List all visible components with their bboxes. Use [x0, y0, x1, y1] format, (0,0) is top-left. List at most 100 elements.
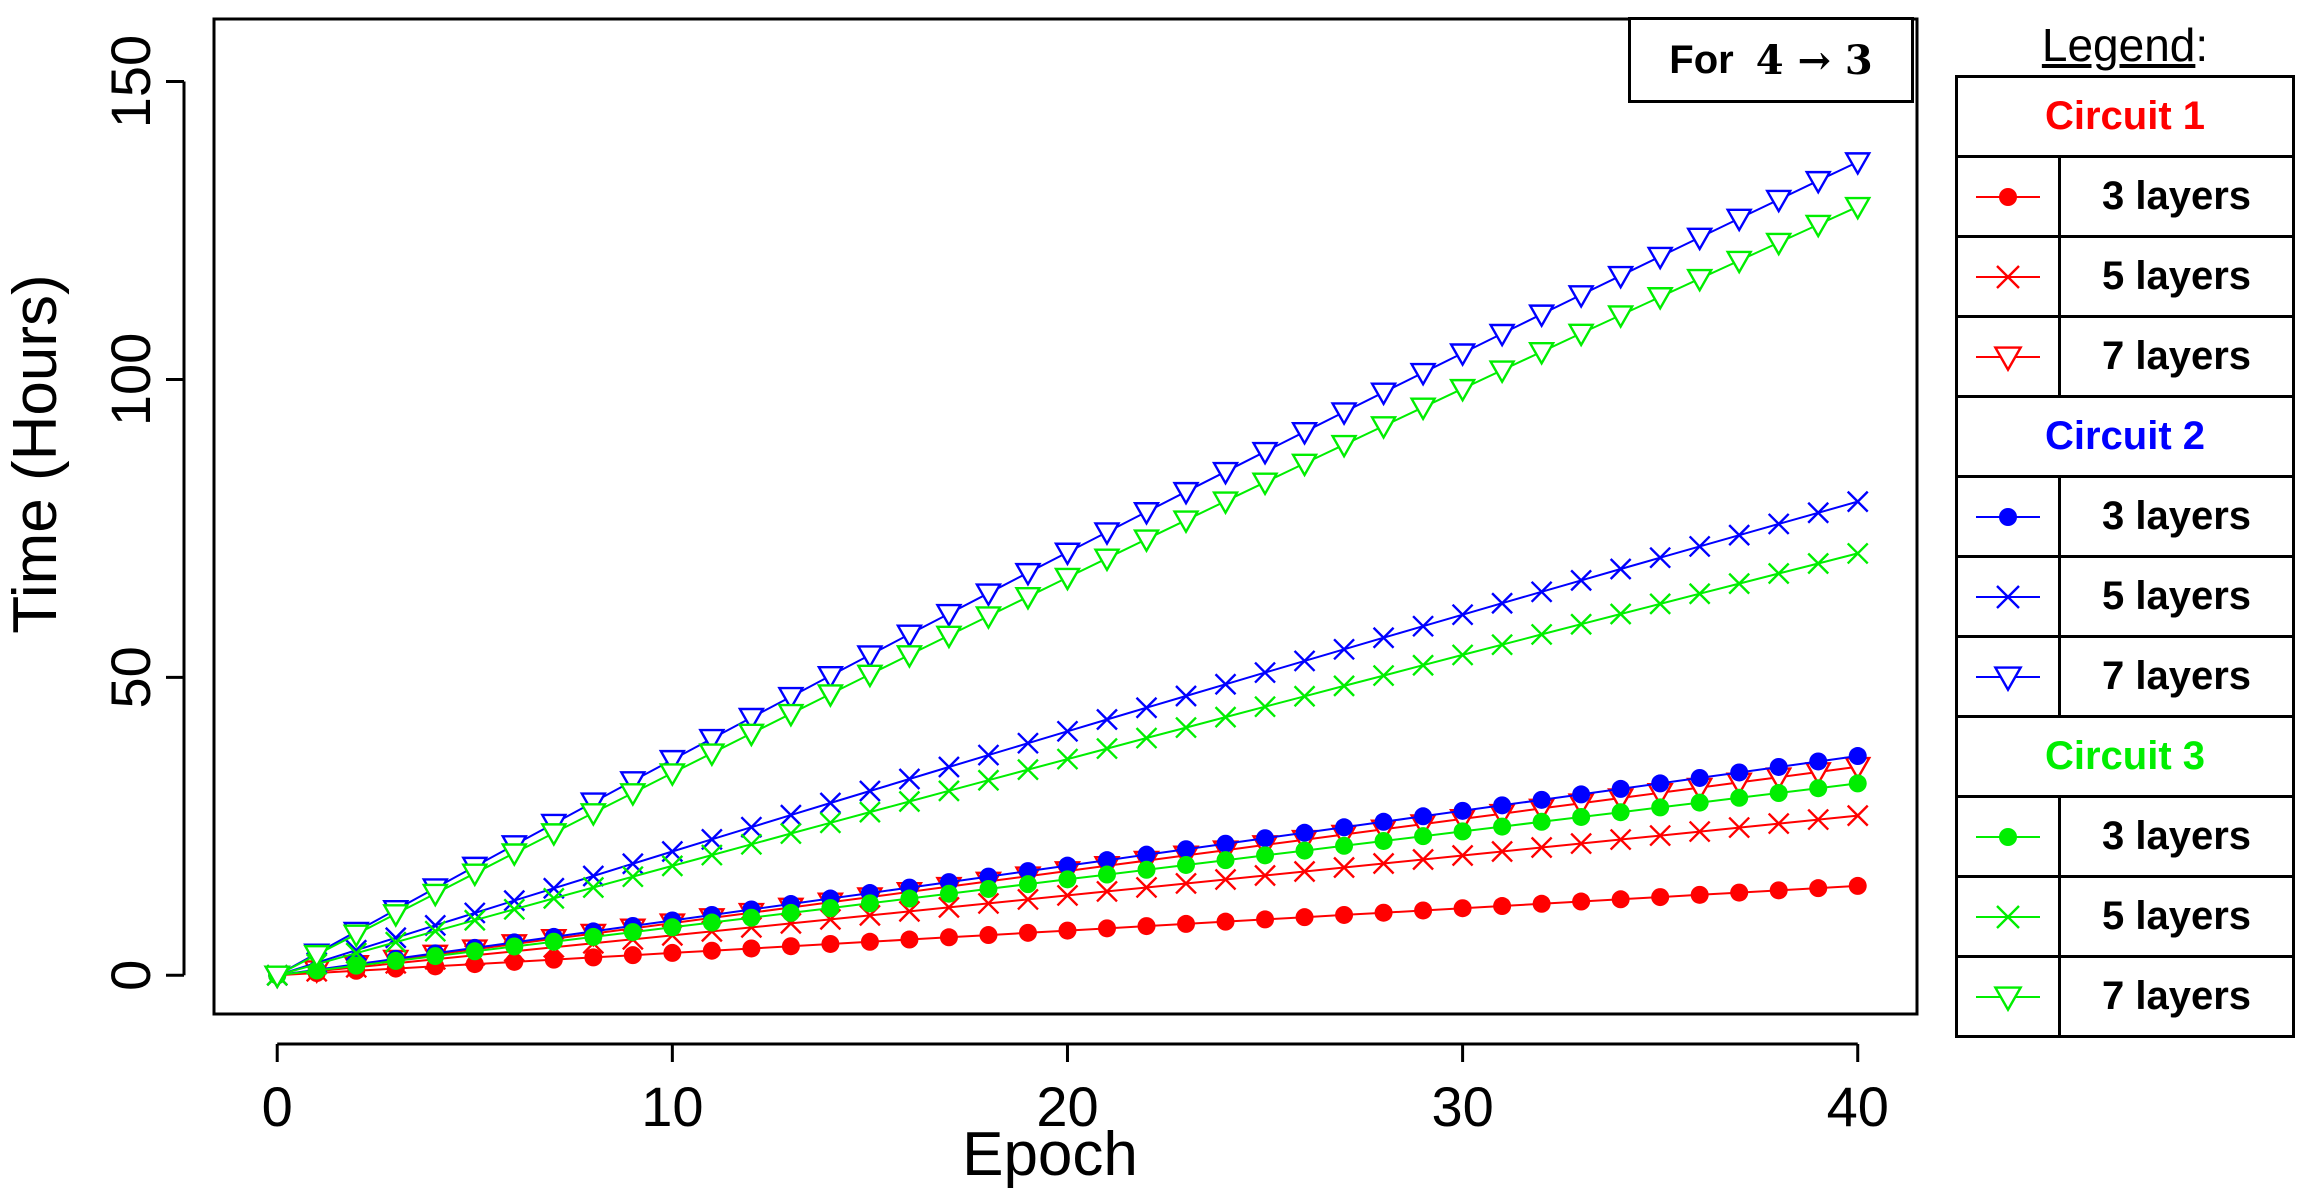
marker-cross [661, 855, 684, 877]
marker-cross [1254, 864, 1276, 887]
marker-cross [1609, 828, 1632, 851]
marker-triangle [1132, 529, 1161, 554]
marker-cross [1017, 732, 1039, 755]
marker-cross [1807, 808, 1830, 831]
marker-cross [1293, 685, 1316, 708]
marker-cross [977, 744, 1000, 766]
marker-cross [345, 939, 368, 962]
marker-circle [623, 923, 642, 942]
marker-cross [1451, 603, 1474, 626]
marker-circle [1058, 870, 1077, 889]
y-tick-label: 0 [99, 960, 162, 991]
marker-cross [780, 804, 802, 826]
marker-circle [1097, 919, 1116, 938]
marker-cross [938, 779, 960, 802]
legend-item: 7 layers [1958, 638, 2292, 715]
marker-circle [1493, 796, 1512, 815]
marker-triangle [1449, 378, 1477, 403]
marker-cross [503, 898, 526, 921]
legend-symbol [1958, 798, 2061, 875]
marker-circle [1414, 807, 1433, 826]
marker-triangle [1993, 985, 2023, 1012]
marker-circle [1848, 774, 1867, 793]
marker-cross [1254, 695, 1276, 718]
marker-circle [1611, 803, 1630, 822]
marker-cross [463, 902, 486, 924]
x-tick-label: 10 [641, 1075, 703, 1138]
marker-circle [979, 867, 998, 886]
marker-triangle [382, 904, 410, 928]
marker-triangle [1607, 305, 1635, 330]
marker-circle [1374, 831, 1393, 850]
marker-cross [1056, 884, 1079, 907]
marker-triangle [737, 723, 765, 748]
y-tick-label: 100 [99, 333, 162, 426]
marker-triangle [1330, 402, 1358, 426]
marker-triangle [974, 606, 1003, 631]
marker-cross [1096, 708, 1118, 731]
legend-symbol-cross-icon [1976, 904, 2040, 929]
legend-item-label: 7 layers [2101, 334, 2252, 378]
marker-triangle [1290, 453, 1319, 478]
marker-cross [938, 896, 960, 919]
legend-group: Circuit 2 3 layers 5 layers 7 layers [1955, 395, 2295, 715]
series-circuit-1-5-layers [266, 804, 1869, 987]
marker-cross [977, 769, 1000, 792]
marker-circle [1295, 841, 1314, 860]
marker-circle [860, 932, 879, 951]
marker-circle [1414, 901, 1433, 920]
marker-circle [347, 956, 366, 975]
marker-triangle [658, 749, 686, 774]
legend-item: 5 layers [1958, 878, 2292, 958]
marker-circle [1335, 905, 1354, 924]
marker-cross [740, 816, 763, 839]
marker-circle [1611, 890, 1630, 909]
marker-cross [542, 887, 565, 910]
marker-cross [1530, 580, 1553, 603]
marker-circle [939, 928, 958, 947]
marker-circle [1137, 845, 1156, 864]
marker-triangle [1646, 246, 1674, 271]
marker-triangle [1844, 152, 1872, 176]
marker-circle [1453, 899, 1472, 918]
marker-triangle [1251, 441, 1279, 466]
marker-cross [1807, 501, 1830, 524]
legend-symbol-triangle-down-icon [1976, 345, 2040, 372]
marker-triangle [1725, 208, 1753, 233]
marker-triangle [1993, 665, 2023, 692]
marker-circle [544, 950, 563, 969]
marker-circle [1058, 921, 1077, 940]
marker-cross [1609, 558, 1632, 580]
marker-circle [821, 899, 840, 918]
legend-item: 5 layers [1958, 238, 2292, 318]
marker-circle [426, 947, 445, 966]
marker-triangle [895, 645, 923, 669]
marker-triangle [579, 803, 607, 827]
marker-triangle [777, 686, 805, 711]
marker-cross [1056, 748, 1079, 770]
marker-circle [1216, 912, 1235, 931]
marker-cross [1767, 562, 1790, 585]
marker-cross [1570, 613, 1592, 636]
x-axis-label: Epoch [962, 1120, 1138, 1189]
marker-cross [1996, 264, 2020, 289]
annotation-math: 4 → 3 [1755, 36, 1873, 84]
marker-cross [1372, 664, 1395, 687]
marker-cross [1412, 654, 1434, 677]
marker-triangle [1370, 416, 1398, 440]
marker-triangle [816, 684, 844, 708]
marker-circle [939, 884, 958, 903]
marker-cross [1175, 872, 1197, 895]
marker-cross [977, 892, 1000, 915]
marker-triangle [1093, 548, 1121, 573]
marker-cross [1491, 592, 1513, 615]
marker-triangle [1014, 586, 1042, 611]
marker-triangle [1725, 250, 1753, 275]
annotation-label: For [1669, 37, 1734, 82]
marker-triangle [540, 823, 568, 847]
marker-cross [1333, 856, 1355, 879]
legend-symbol-circle-icon [1976, 507, 2040, 526]
marker-circle [465, 942, 484, 961]
legend-symbol-cross-icon [1976, 264, 2040, 289]
